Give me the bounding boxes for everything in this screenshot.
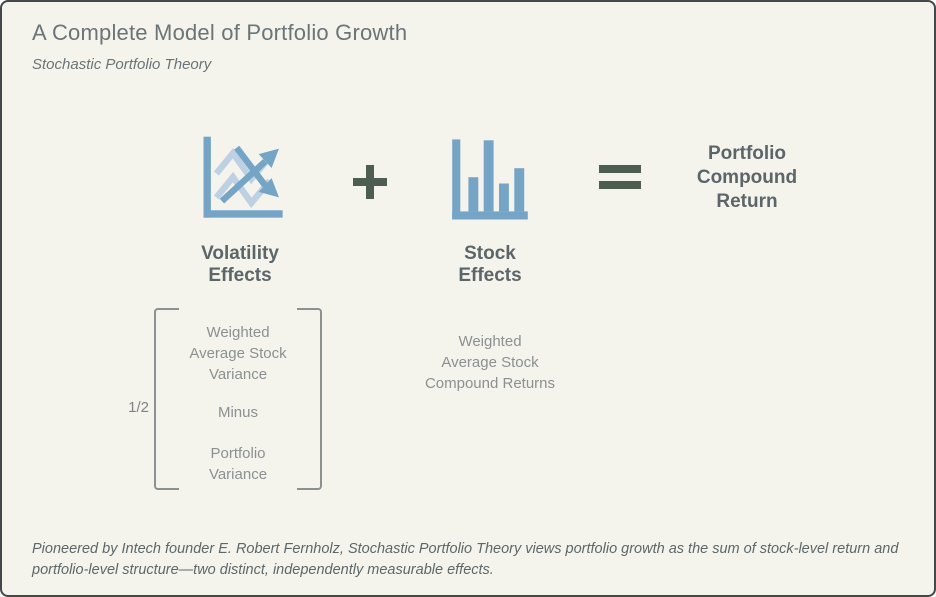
portfolio-variance-term: Portfolio Variance bbox=[208, 445, 268, 483]
right-bracket bbox=[297, 308, 322, 490]
bar-chart-icon bbox=[444, 134, 536, 229]
footer-attribution-text: Pioneered by Intech founder E. Robert Fe… bbox=[32, 541, 899, 578]
one-half-coefficient: 1/2 bbox=[128, 399, 149, 416]
volatility-line-chart-svg bbox=[203, 136, 283, 218]
page-title: A Complete Model of Portfolio Growth bbox=[32, 20, 408, 45]
equals-operator-icon bbox=[599, 165, 641, 191]
weighted-average-stock-compound-returns-label: Weighted Average Stock Compound Returns bbox=[424, 333, 556, 392]
plus-operator-icon bbox=[353, 165, 387, 199]
volatility-effects-label: Volatility Effects bbox=[201, 243, 279, 286]
stock-effects-label: Stock Effects bbox=[458, 243, 522, 286]
portfolio-compound-return-label: Portfolio Compound Return bbox=[696, 143, 798, 212]
left-bracket bbox=[154, 308, 179, 490]
minus-term: Minus bbox=[217, 404, 258, 421]
weighted-average-stock-variance-term: Weighted Average Stock Variance bbox=[189, 324, 287, 383]
volatility-line-chart-icon bbox=[198, 132, 290, 231]
page-subtitle: Stochastic Portfolio Theory bbox=[32, 56, 212, 73]
bar-chart-svg bbox=[452, 139, 528, 220]
